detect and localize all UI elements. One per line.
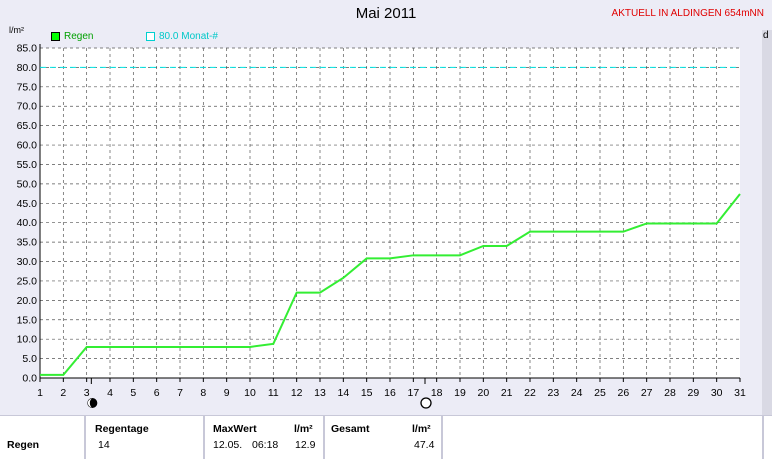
x-tick-label: 5 — [130, 387, 136, 399]
x-tick-label: 10 — [244, 387, 256, 399]
x-tick-label: 1 — [37, 387, 43, 399]
gesamt-unit: l/m² — [412, 423, 431, 435]
regentage-value: 14 — [98, 439, 110, 451]
y-tick-label: 45.0 — [17, 198, 38, 210]
x-tick-label: 20 — [477, 387, 489, 399]
x-tick-label: 28 — [664, 387, 676, 399]
x-tick-label: 4 — [107, 387, 113, 399]
x-tick-label: 11 — [268, 387, 279, 399]
x-tick-label: 6 — [154, 387, 160, 399]
x-tick-label: 15 — [361, 387, 373, 399]
y-tick-label: 25.0 — [17, 275, 38, 287]
x-tick-label: 18 — [431, 387, 443, 399]
maxwert-unit: l/m² — [294, 423, 313, 435]
rain-chart: 0.0 5.0 10.0 15.0 20.0 25.0 30.0 35.0 40.0 45.0 50… — [17, 43, 746, 409]
legend-swatch-regen — [51, 32, 60, 41]
y-tick-label: 10.0 — [17, 334, 38, 346]
y-tick-label: 50.0 — [17, 178, 38, 190]
gesamt-header: Gesamt — [331, 423, 370, 435]
legend-label-regen: Regen — [64, 31, 94, 42]
x-tick-label: 19 — [454, 387, 466, 399]
row-label-regen: Regen — [7, 439, 40, 451]
y-tick-label: 85.0 — [17, 43, 38, 55]
y-tick-label: 40.0 — [17, 217, 38, 229]
summary-table: Regen Regentage 14 MaxWert l/m² 12.05. 0… — [0, 415, 772, 459]
x-tick-label: 31 — [734, 387, 746, 399]
legend-swatch-monat — [146, 32, 155, 41]
new-moon-crescent — [87, 398, 93, 408]
right-edge-letter: d — [763, 30, 769, 41]
chart-title: Mai 2011 — [355, 5, 417, 22]
y-tick-label: 5.0 — [22, 353, 37, 365]
y-tick-label: 75.0 — [17, 81, 38, 93]
x-tick-label: 16 — [384, 387, 396, 399]
x-tick-label: 23 — [547, 387, 559, 399]
x-tick-label: 26 — [617, 387, 629, 399]
maxwert-value: 12.9 — [295, 439, 316, 451]
x-tick-label: 13 — [314, 387, 326, 399]
maxwert-date: 12.05. — [213, 439, 243, 451]
x-tick-label: 30 — [711, 387, 723, 399]
y-unit-label: l/m² — [9, 25, 24, 35]
x-tick-label: 29 — [687, 387, 699, 399]
legend-label-monat: 80.0 Monat-# — [159, 31, 218, 42]
x-tick-label: 14 — [337, 387, 349, 399]
x-tick-label: 17 — [407, 387, 419, 399]
legend-item-monat: 80.0 Monat-# — [146, 31, 218, 42]
regentage-header: Regentage — [95, 423, 149, 435]
y-tick-label: 0.0 — [22, 373, 37, 385]
y-tick-label: 60.0 — [17, 140, 38, 152]
maxwert-time: 06:18 — [252, 439, 279, 451]
x-tick-label: 22 — [524, 387, 536, 399]
full-moon-icon — [420, 397, 432, 409]
x-tick-label: 8 — [200, 387, 206, 399]
y-tick-label: 65.0 — [17, 120, 38, 132]
y-tick-label: 80.0 — [17, 62, 38, 74]
x-tick-label: 12 — [291, 387, 303, 399]
maxwert-header: MaxWert — [213, 423, 257, 435]
x-tick-label: 27 — [641, 387, 653, 399]
y-tick-label: 30.0 — [17, 256, 38, 268]
x-tick-label: 9 — [224, 387, 230, 399]
x-tick-label: 25 — [594, 387, 606, 399]
station-label: AKTUELL IN ALDINGEN 654mNN — [611, 8, 764, 19]
x-tick-label: 24 — [571, 387, 583, 399]
x-tick-label: 2 — [60, 387, 66, 399]
y-tick-label: 20.0 — [17, 295, 38, 307]
y-tick-label: 70.0 — [17, 101, 38, 113]
gesamt-value: 47.4 — [414, 439, 435, 451]
y-tick-label: 55.0 — [17, 159, 38, 171]
y-tick-label: 35.0 — [17, 237, 38, 249]
y-tick-label: 15.0 — [17, 314, 38, 326]
x-tick-label: 3 — [84, 387, 90, 399]
series-line-regen — [40, 193, 741, 376]
x-tick-label: 7 — [177, 387, 183, 399]
legend-item-regen: Regen — [51, 31, 93, 42]
x-tick-label: 21 — [501, 387, 513, 399]
right-panel-edge — [762, 30, 772, 415]
